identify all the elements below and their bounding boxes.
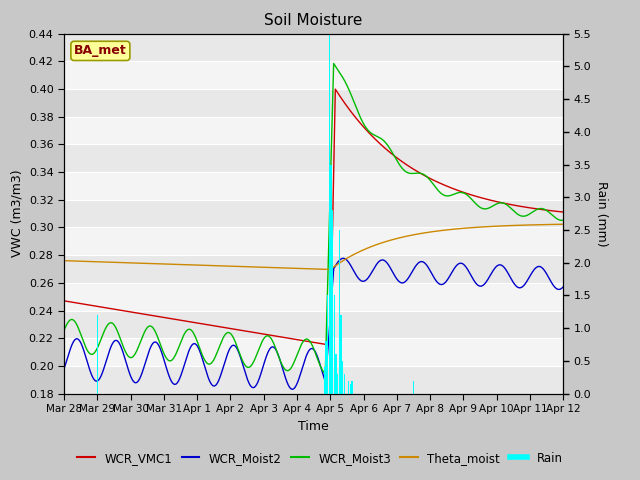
Bar <box>64 255 563 283</box>
Bar <box>64 89 563 117</box>
Bar <box>64 366 563 394</box>
Bar <box>335 354 337 394</box>
Bar <box>327 295 328 394</box>
Bar <box>324 367 325 394</box>
Bar <box>64 117 563 144</box>
Bar <box>348 381 349 394</box>
Bar <box>337 374 338 394</box>
X-axis label: Time: Time <box>298 420 329 432</box>
Y-axis label: Rain (mm): Rain (mm) <box>595 181 608 246</box>
Bar <box>332 210 333 394</box>
Bar <box>330 165 332 394</box>
Bar <box>64 144 563 172</box>
Bar <box>339 230 340 394</box>
Bar <box>64 283 563 311</box>
Title: Soil Moisture: Soil Moisture <box>264 13 363 28</box>
Bar <box>64 61 563 89</box>
Bar <box>325 341 326 394</box>
Y-axis label: VWC (m3/m3): VWC (m3/m3) <box>10 170 23 257</box>
Bar <box>328 34 330 394</box>
Bar <box>342 361 343 394</box>
Bar <box>340 315 342 394</box>
Bar <box>64 311 563 338</box>
Bar <box>64 172 563 200</box>
Bar <box>64 338 563 366</box>
Legend: WCR_VMC1, WCR_Moist2, WCR_Moist3, Theta_moist, Rain: WCR_VMC1, WCR_Moist2, WCR_Moist3, Theta_… <box>72 447 568 469</box>
Bar <box>349 384 351 394</box>
Bar <box>64 228 563 255</box>
Bar <box>64 34 563 61</box>
Bar <box>97 315 98 394</box>
Bar <box>413 381 414 394</box>
Bar <box>64 200 563 228</box>
Bar <box>351 381 353 394</box>
Bar <box>333 295 335 394</box>
Text: BA_met: BA_met <box>74 44 127 58</box>
Bar <box>344 374 345 394</box>
